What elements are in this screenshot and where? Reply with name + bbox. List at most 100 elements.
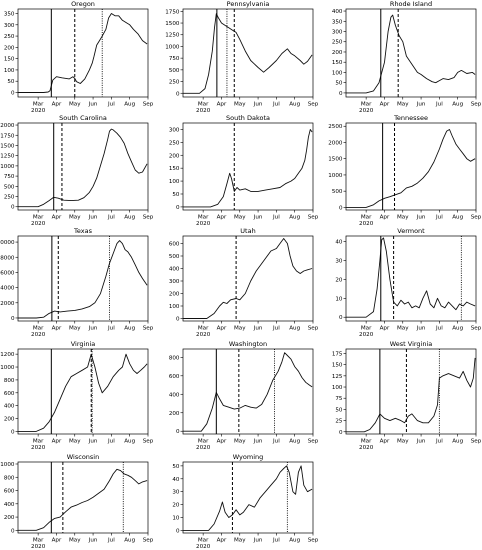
chart-washington: Washington 0 200 400 600 800 Mar 2020 Apr May Jun J… [169, 340, 319, 451]
x-tick-label: Jun [253, 215, 263, 221]
series-line [18, 240, 148, 319]
x-tick-label: May [234, 326, 246, 332]
y-tick-label: 0 [339, 315, 343, 321]
chart-oregon: Oregon 0 50 100 150 200 250 300 350 Mar 2020 Apr May… [4, 0, 154, 114]
y-tick-label: 200 [332, 50, 343, 56]
x-tick-label: Mar 2020 [359, 215, 374, 228]
y-tick-label: 750 [4, 174, 15, 180]
plot-frame [345, 235, 477, 322]
y-tick-label: 500 [169, 254, 180, 260]
chart-title: Wisconsin [67, 453, 99, 461]
y-tick-label: 0 [11, 205, 15, 211]
plot-frame [17, 348, 149, 435]
chart-title: Vermont [397, 227, 425, 235]
chart-vermont: Vermont 0 10 20 30 40 Mar 2020 Apr May Jun Jul Aug Se… [335, 227, 481, 338]
y-tick-label: 1250 [0, 154, 15, 160]
chart-title: Wyoming [233, 453, 264, 461]
x-tick-label: Aug [124, 215, 135, 221]
y-tick-label: 100 [169, 304, 180, 310]
y-tick-label: 200 [4, 45, 15, 51]
y-tick-label: 400 [169, 392, 180, 398]
y-tick-label: 25 [335, 419, 343, 425]
x-tick-label: Jun [416, 102, 426, 108]
x-tick-label: Jul [107, 215, 115, 221]
x-tick-label: May [69, 439, 81, 445]
chart-title: Utah [240, 227, 255, 235]
y-tick-label: 0 [339, 430, 343, 436]
y-tick-label: 50 [7, 79, 15, 85]
y-tick-label: 30 [172, 490, 180, 496]
x-tick-label: Jul [107, 439, 115, 445]
y-tick-label: 125 [332, 374, 343, 380]
y-tick-label: 2500 [328, 124, 343, 130]
y-tick-label: 750 [169, 56, 180, 62]
y-tick-label: 1200 [0, 352, 15, 358]
y-tick-label: 0 [176, 528, 180, 534]
x-tick-label: Apr [217, 326, 227, 332]
x-tick-label: Jul [107, 326, 115, 332]
series-line [183, 13, 313, 94]
y-tick-label: 500 [332, 189, 343, 195]
x-tick-label: Jul [435, 326, 443, 332]
x-tick-label: Aug [124, 326, 135, 332]
y-tick-label: 100 [332, 70, 343, 76]
x-tick-label: Mar 2020 [31, 538, 46, 550]
y-tick-label: 1500 [165, 21, 180, 27]
x-tick-label: Jun [416, 326, 426, 332]
x-tick-label: May [69, 102, 81, 108]
x-tick-label: Apr [217, 215, 227, 221]
x-tick-label: Aug [452, 215, 463, 221]
x-tick-label: May [234, 215, 246, 221]
y-tick-label: 1000 [328, 173, 343, 179]
x-tick-label: Apr [380, 102, 390, 108]
plot-frame [182, 122, 314, 211]
y-tick-label: 1000 [0, 462, 15, 468]
x-tick-label: Sep [143, 439, 154, 445]
y-tick-label: 350 [332, 19, 343, 25]
x-tick-label: Sep [143, 538, 154, 544]
y-tick-label: 150 [332, 60, 343, 66]
chart-title: South Carolina [59, 114, 107, 122]
x-tick-label: Aug [124, 102, 135, 108]
x-tick-label: May [397, 326, 409, 332]
series-line [346, 237, 476, 318]
x-tick-label: Jun [416, 439, 426, 445]
x-tick-label: Jul [272, 538, 280, 544]
x-tick-label: Jul [435, 215, 443, 221]
y-tick-label: 0 [176, 205, 180, 211]
y-tick-label: 150 [4, 57, 15, 63]
y-tick-label: 300 [332, 30, 343, 36]
x-tick-label: Jun [88, 102, 98, 108]
y-tick-label: 350 [4, 12, 15, 18]
y-tick-label: 2000 [0, 123, 15, 129]
chart-rhode-island: Rhode Island 0 50 100 150 200 250 300 350 400 Mar 2… [332, 0, 482, 114]
x-tick-label: Apr [217, 439, 227, 445]
plot-frame [17, 8, 149, 98]
y-tick-label: 1500 [328, 157, 343, 163]
x-tick-label: Aug [452, 439, 463, 445]
x-tick-label: May [234, 439, 246, 445]
plot-frame [17, 122, 149, 211]
x-tick-label: Aug [289, 102, 300, 108]
x-tick-label: Sep [143, 215, 154, 221]
y-tick-label: 50 [335, 81, 343, 87]
y-tick-label: 50 [172, 192, 180, 198]
chart-west-virginia: West Virginia 0 25 50 75 100 125 150 175 Mar 2020 A… [332, 340, 482, 451]
x-tick-label: Mar 2020 [196, 102, 211, 115]
y-tick-label: 10000 [0, 240, 15, 246]
y-tick-label: 600 [169, 374, 180, 380]
chart-title: Rhode Island [390, 0, 432, 8]
y-tick-label: 40 [335, 240, 343, 246]
x-tick-label: Jun [253, 538, 263, 544]
x-tick-label: Jul [107, 102, 115, 108]
chart-wisconsin: Wisconsin 0 200 400 600 800 1000 Mar 2020 Apr May J… [0, 453, 153, 550]
y-tick-label: 10 [335, 296, 343, 302]
x-tick-label: Mar 2020 [31, 326, 46, 339]
x-tick-label: Apr [52, 215, 62, 221]
chart-virginia: Virginia 0 200 400 600 800 1000 1200 Mar 2020 Apr M… [0, 340, 153, 451]
y-tick-label: 400 [169, 267, 180, 273]
series-line [183, 465, 313, 531]
x-tick-label: Apr [380, 439, 390, 445]
x-tick-label: Jul [272, 439, 280, 445]
x-tick-label: Aug [289, 326, 300, 332]
